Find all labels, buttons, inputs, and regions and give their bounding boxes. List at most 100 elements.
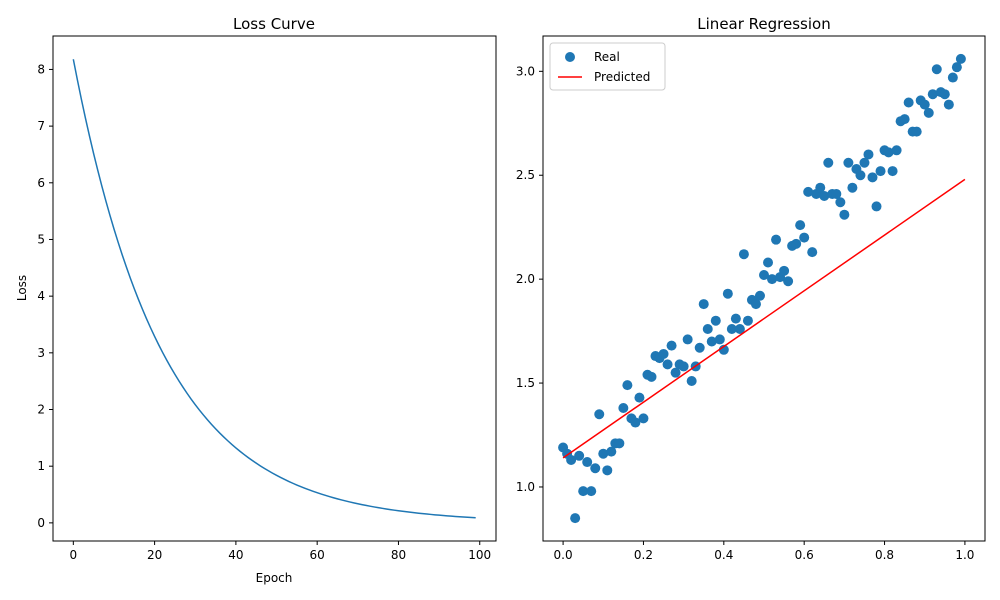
real-data-point [823,157,834,168]
loss-y-tick-label: 1 [37,459,45,473]
real-data-point [742,315,753,326]
regression-x-ticks: 0.0 0.2 0.4 0.6 0.8 1.0 [554,541,974,562]
real-data-point [855,170,866,181]
real-data-point [710,315,721,326]
real-data-point [646,371,657,382]
real-data-point [899,114,910,125]
real-data-point [803,186,814,197]
real-data-point [698,299,709,310]
loss-y-tick-label: 0 [37,516,45,530]
real-data-point [799,232,810,243]
real-data-point [614,438,625,449]
loss-y-tick-label: 3 [37,346,45,360]
real-data-point [819,191,830,202]
real-data-point [831,188,842,199]
real-data-point [750,299,761,310]
real-data-point [586,486,597,497]
loss-x-tick-label: 100 [468,548,491,562]
predicted-line [562,178,966,459]
real-data-point [594,409,605,420]
legend-label-real: Real [594,50,620,64]
real-data-point [578,486,589,497]
real-data-point [582,457,593,468]
regression-x-tick-label: 0.8 [875,548,894,562]
loss-x-tick-label: 0 [70,548,78,562]
real-data-point [911,126,922,137]
real-data-point [839,209,850,220]
real-data-point [883,147,894,158]
loss-y-tick-label: 5 [37,232,45,246]
real-data-point [678,361,689,372]
real-data-point [807,247,818,258]
loss-y-axis-label: Loss [15,275,29,301]
real-data-point [951,62,962,73]
loss-chart-title: Loss Curve [233,15,315,33]
legend-box [549,42,666,91]
real-data-point [759,269,769,280]
loss-x-tick-label: 40 [228,548,243,562]
real-data-point [875,166,886,177]
real-data-point [602,465,613,476]
real-data-point [863,149,874,160]
loss-y-tick-label: 4 [37,289,45,303]
regression-x-tick-label: 0.0 [554,548,573,562]
real-data-point [923,107,934,118]
loss-x-ticks: 0 20 40 60 80 100 [70,541,491,562]
loss-y-ticks: 0 1 2 3 4 5 6 7 8 [37,62,53,530]
real-data-point [891,145,902,156]
regression-x-tick-label: 0.4 [714,548,733,562]
loss-x-tick-label: 60 [310,548,325,562]
loss-x-axis-label: Epoch [256,571,293,585]
real-data-point [887,166,898,177]
real-data-point [574,450,585,461]
real-data-point [791,238,802,249]
regression-chart-title: Linear Regression [697,15,830,33]
real-data-point [783,276,794,287]
real-data-point [590,463,601,474]
real-data-point [702,324,713,335]
real-data-point [738,249,749,260]
regression-legend: Real Predicted [549,42,666,91]
loss-y-tick-label: 7 [37,119,45,133]
real-data-point [662,359,673,370]
real-data-point [919,99,930,110]
real-data-point [947,72,958,83]
real-data-point [847,182,858,193]
real-data-point [714,334,725,345]
loss-x-tick-label: 80 [391,548,406,562]
loss-y-tick-label: 8 [37,62,45,76]
real-data-point [658,348,669,359]
real-data-point [903,97,914,108]
real-data-point [931,64,942,75]
real-data-point [682,334,693,345]
regression-x-tick-label: 1.0 [955,548,974,562]
loss-series-line [72,59,476,519]
real-data-point [939,89,950,100]
real-data-point [598,448,609,459]
real-data-point [795,220,806,231]
real-data-point [570,513,581,524]
real-data-point [859,157,870,168]
regression-plot-area [558,53,966,524]
real-data-point [754,290,765,301]
real-data-point [706,336,717,347]
real-data-point [867,172,878,183]
real-data-point [726,324,737,335]
real-data-point [771,234,782,245]
regression-y-tick-label: 3.0 [516,64,535,78]
regression-x-tick-label: 0.2 [634,548,653,562]
real-data-point [622,380,633,391]
regression-y-tick-label: 2.5 [516,168,535,182]
real-data-point [835,197,846,208]
real-data-point [618,403,629,413]
real-data-point [767,274,778,285]
real-data-point [843,157,854,168]
real-data-point [722,288,733,299]
real-data-point [779,265,790,276]
regression-y-tick-label: 1.5 [516,376,535,390]
real-data-point [606,446,617,457]
linear-regression-chart: Linear Regression 0.0 0.2 0.4 0.6 0.8 1.0 1.0… [516,15,986,562]
